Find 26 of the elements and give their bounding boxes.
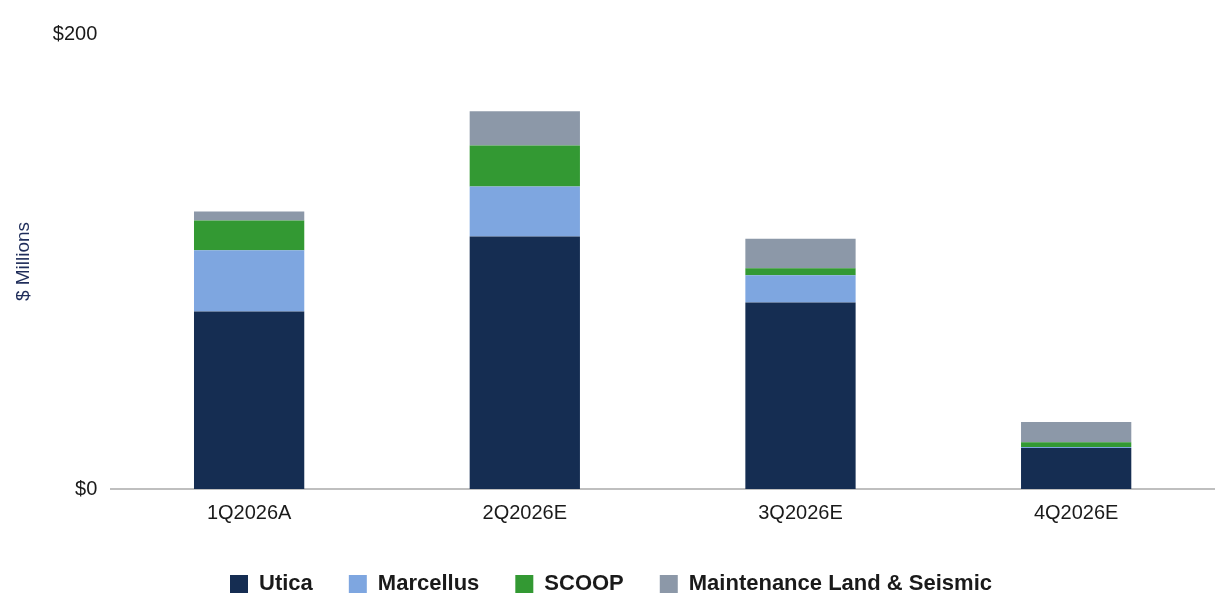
legend-label: Maintenance Land & Seismic bbox=[688, 570, 992, 596]
bar bbox=[745, 238, 856, 269]
legend-label: Utica bbox=[259, 570, 314, 596]
y-axis-title: $ Millions bbox=[11, 221, 33, 302]
x-tick-label: 1Q2026A bbox=[206, 500, 293, 523]
bar bbox=[194, 220, 305, 251]
bar bbox=[469, 145, 580, 187]
x-tick-label: 4Q2026E bbox=[1033, 500, 1119, 523]
legend-label: Marcellus bbox=[377, 570, 480, 596]
bar bbox=[194, 250, 305, 312]
bar bbox=[1021, 448, 1132, 489]
bar bbox=[469, 236, 580, 489]
bar bbox=[194, 311, 305, 489]
x-tick-label: 3Q2026E bbox=[758, 500, 843, 523]
bar bbox=[745, 302, 856, 489]
bar bbox=[745, 275, 856, 303]
bar bbox=[1021, 421, 1132, 443]
y-tick-label: $200 bbox=[52, 21, 98, 44]
y-tick-label: $0 bbox=[75, 476, 98, 499]
bar bbox=[1021, 442, 1132, 447]
bar bbox=[469, 186, 580, 237]
bar bbox=[469, 111, 580, 146]
legend-label: SCOOP bbox=[544, 570, 624, 596]
bar bbox=[745, 268, 856, 276]
bar bbox=[194, 211, 305, 221]
x-tick-label: 2Q2026E bbox=[482, 500, 568, 523]
